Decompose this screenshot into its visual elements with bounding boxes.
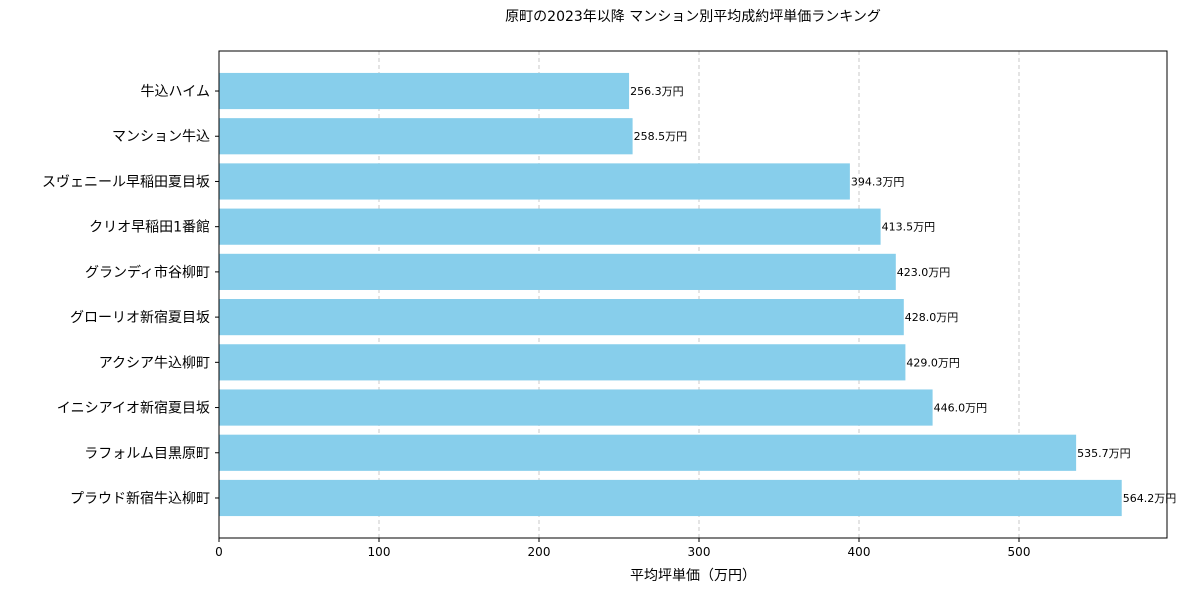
x-tick-label: 200 (528, 545, 551, 559)
category-label: クリオ早稲田1番館 (89, 219, 210, 236)
category-label: 牛込ハイム (141, 84, 210, 100)
category-label: アクシア牛込柳町 (99, 354, 210, 371)
x-tick-label: 100 (368, 545, 391, 559)
x-axis-label: 平均坪単価（万円） (630, 568, 756, 584)
bar (219, 118, 633, 155)
x-tick-label: 500 (1008, 545, 1031, 559)
bar-value-label: 535.7万円 (1077, 447, 1131, 460)
bar-value-label: 394.3万円 (851, 175, 905, 188)
bar-value-label: 429.0万円 (906, 356, 960, 369)
category-label: マンション牛込 (112, 129, 210, 145)
bar-value-label: 258.5万円 (634, 130, 688, 143)
bar-value-label: 446.0万円 (934, 402, 988, 415)
category-label: スヴェニール早稲田夏目坂 (42, 173, 210, 190)
bar (219, 253, 896, 290)
chart-title: 原町の2023年以降 マンション別平均成約坪単価ランキング (505, 9, 881, 25)
bar (219, 479, 1122, 517)
bar (219, 163, 850, 200)
bar-value-label: 413.5万円 (882, 221, 936, 234)
bar (219, 434, 1077, 471)
bar (219, 208, 881, 245)
category-label: イニシアイオ新宿夏目坂 (57, 400, 210, 417)
bar (219, 389, 933, 426)
x-tick-label: 0 (215, 545, 223, 559)
x-tick-label: 300 (688, 545, 711, 559)
category-label: ラフォルム目黒原町 (84, 446, 210, 462)
bar (219, 344, 906, 381)
bar-value-label: 256.3万円 (630, 85, 684, 98)
category-label: グランディ市谷柳町 (85, 264, 210, 281)
bar-value-label: 564.2万円 (1123, 492, 1177, 505)
category-label: グローリオ新宿夏目坂 (70, 309, 210, 326)
bar (219, 72, 630, 110)
bar (219, 299, 904, 336)
bar-value-label: 423.0万円 (897, 266, 951, 279)
category-label: プラウド新宿牛込柳町 (70, 490, 210, 507)
plot-frame (218, 50, 1168, 539)
x-tick-label: 400 (848, 545, 871, 559)
bar-value-label: 428.0万円 (905, 311, 959, 324)
